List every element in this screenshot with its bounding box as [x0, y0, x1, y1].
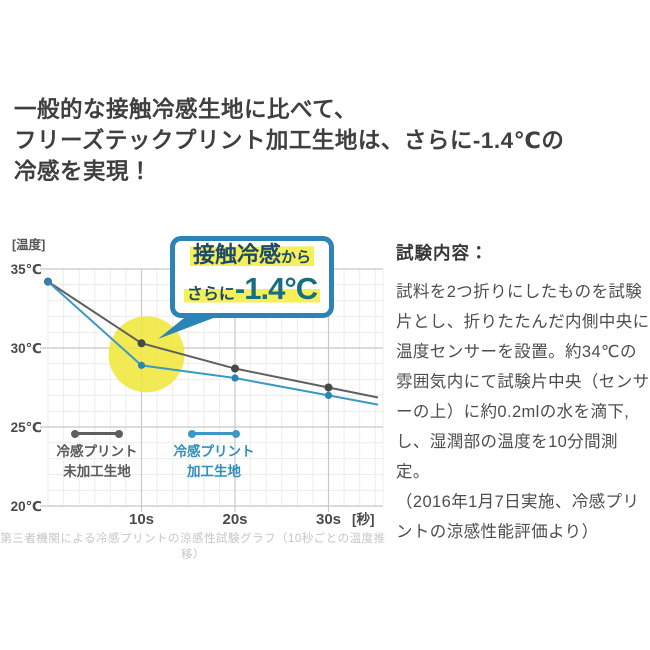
chart-panel: 35℃ 30℃ 25℃ 20℃ 10s 20s 30s [温度] [秒] 接触冷感から さらに-… — [0, 222, 386, 562]
callout-line1: 接触冷感から — [189, 242, 315, 271]
x-tick-label: 10s — [129, 511, 154, 527]
legend-item-treated: 冷感プリント 加工生地 — [158, 429, 270, 482]
y-tick-label: 20℃ — [11, 499, 42, 514]
title-line: 冷感を実現！ — [14, 159, 153, 184]
y-axis-label: [温度] — [12, 237, 45, 252]
test-heading: 試験内容： — [396, 243, 489, 263]
x-tick-label: 20s — [222, 511, 247, 527]
data-point — [231, 364, 239, 373]
test-description-panel: 試験内容： 試料を2つ折りにしたものを試験片とし、折りたたんだ内側中央に温度セン… — [396, 240, 650, 547]
data-point — [137, 339, 146, 348]
test-note: （2016年1月7日実施、冷感プリントの涼感性能評価より） — [396, 493, 640, 541]
y-tick-label: 25℃ — [11, 420, 42, 435]
legend-sample-line — [71, 429, 123, 438]
title-line: フリーズテックプリント加工生地は、さらに-1.4℃の — [14, 128, 565, 153]
chart-caption: 第三者機関による冷感プリントの涼感性試験グラフ（10秒ごとの温度推移） — [0, 533, 386, 561]
page-title: 一般的な接触冷感生地に比べて、 フリーズテックプリント加工生地は、さらに-1.4… — [14, 94, 640, 187]
title-line: 一般的な接触冷感生地に比べて、 — [14, 97, 357, 122]
data-point — [44, 278, 52, 286]
callout-bubble: 接触冷感から さらに-1.4°C — [170, 236, 334, 318]
callout-tail — [158, 314, 224, 339]
legend-sample-line — [188, 429, 240, 438]
data-point — [324, 383, 333, 392]
callout-highlight-text: 接触冷感から — [189, 242, 315, 267]
legend-label: 冷感プリント 未加工生地 — [56, 444, 138, 479]
minus-value-text: -1.4°C — [234, 271, 318, 306]
data-point — [324, 391, 333, 399]
data-point — [231, 374, 239, 382]
test-body: 試料を2つ折りにしたものを試験片とし、折りたたんだ内側中央に温度センサーを設置。… — [396, 283, 650, 481]
x-tick-label: 30s — [316, 511, 341, 527]
chart-legend: 冷感プリント 未加工生地 冷感プリント 加工生地 — [0, 429, 300, 482]
callout-line2: さらに-1.4°C — [183, 271, 321, 312]
legend-item-untreated: 冷感プリント 未加工生地 — [38, 429, 156, 482]
data-point — [137, 361, 146, 369]
y-tick-label: 30℃ — [11, 341, 42, 356]
legend-label: 冷感プリント 加工生地 — [173, 444, 255, 479]
x-axis-unit: [秒] — [352, 511, 375, 527]
y-tick-label: 35℃ — [11, 262, 42, 277]
